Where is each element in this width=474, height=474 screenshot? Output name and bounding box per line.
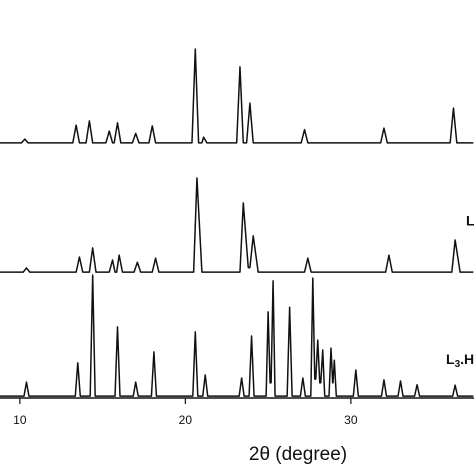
x-tick-label: 30 xyxy=(344,413,358,427)
annotation: L3.H xyxy=(446,351,474,370)
x-axis-title: 2θ (degree) xyxy=(249,444,347,465)
pattern-line xyxy=(0,177,474,273)
pattern-line xyxy=(0,274,474,397)
annotation: L xyxy=(466,213,474,229)
pattern-line xyxy=(0,48,474,144)
annotation-text: L xyxy=(446,351,455,367)
x-tick-label: 20 xyxy=(179,413,193,427)
x-tick-label: 10 xyxy=(13,413,27,427)
annotation-rest: .H xyxy=(460,351,474,367)
annotation-sub: 3 xyxy=(455,359,461,370)
